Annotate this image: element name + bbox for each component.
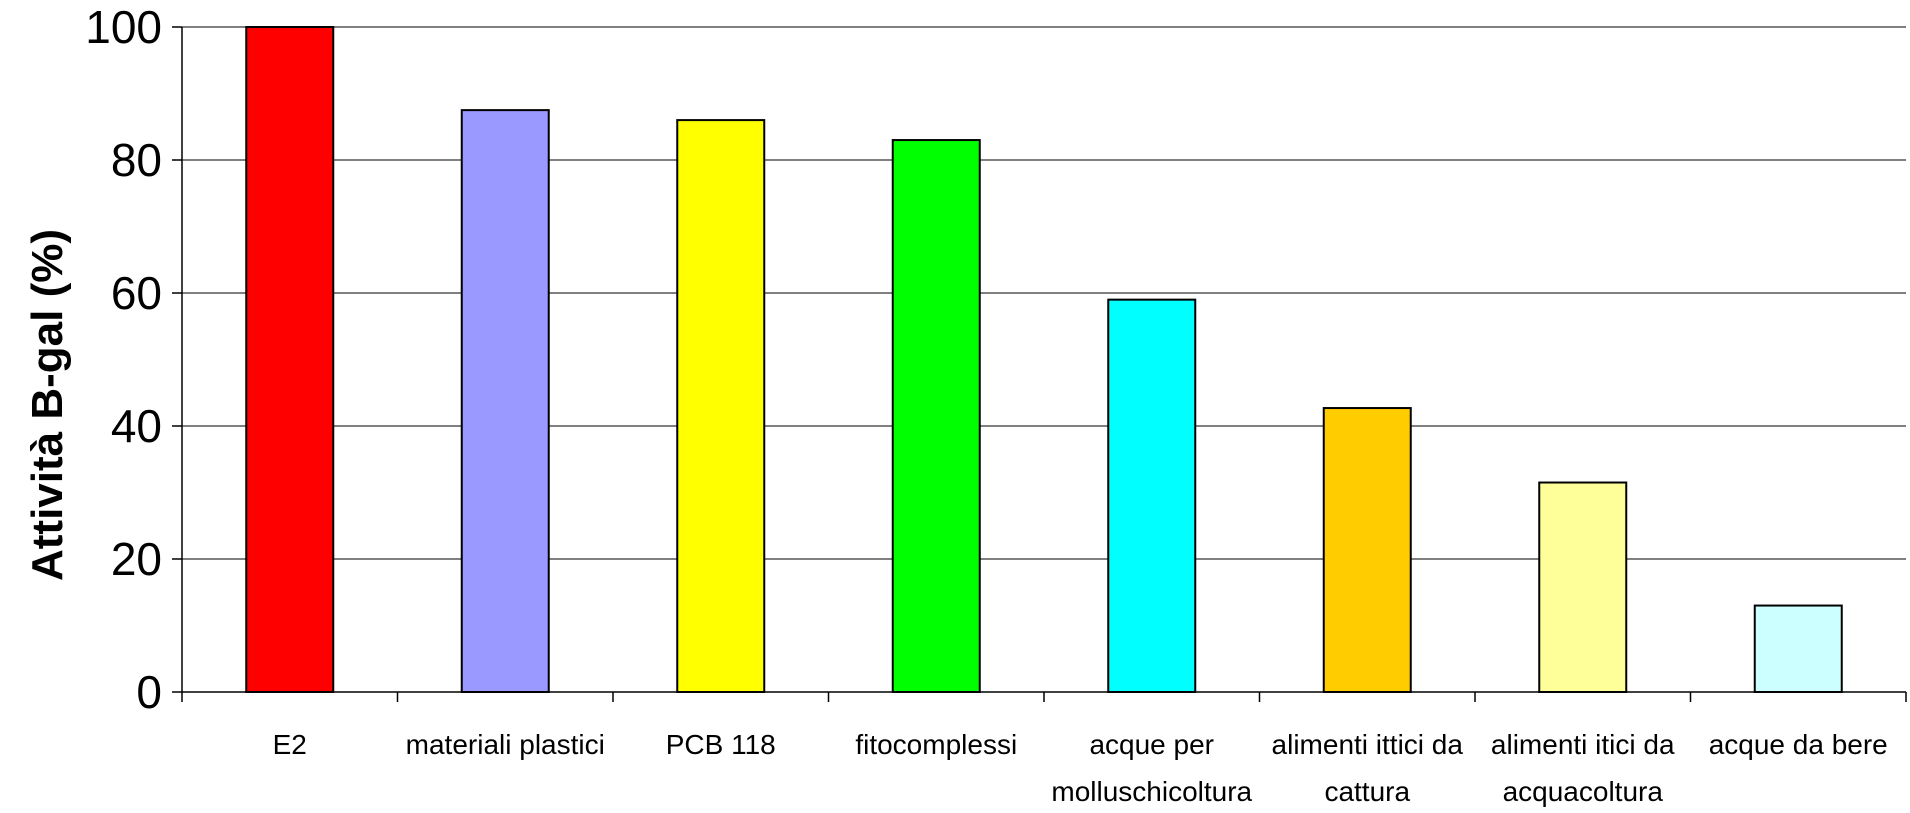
x-category-label-line: materiali plastici	[406, 729, 605, 760]
y-tick-label: 20	[111, 533, 162, 585]
y-axis-title: Attività B-gal (%)	[23, 229, 72, 581]
x-category-label-line: fitocomplessi	[855, 729, 1017, 760]
x-category-label-line: acquacoltura	[1503, 776, 1664, 807]
x-category-label-line: PCB 118	[666, 729, 776, 760]
x-category-label: E2	[273, 729, 307, 760]
y-tick-labels: 0 20 40 60 80 100	[85, 1, 162, 718]
bar	[676, 119, 766, 694]
bars	[245, 26, 1843, 694]
bar	[1538, 481, 1628, 693]
bar	[245, 26, 335, 693]
y-tick-label: 100	[85, 1, 162, 53]
x-category-label-line: alimenti itici da	[1491, 729, 1675, 760]
x-category-label: acque da bere	[1709, 729, 1888, 760]
x-category-label-line: alimenti ittici da	[1272, 729, 1464, 760]
bar	[1107, 298, 1197, 693]
x-category-label-line: acque da bere	[1709, 729, 1888, 760]
y-tick-label: 40	[111, 400, 162, 452]
x-category-label: fitocomplessi	[855, 729, 1017, 760]
x-category-label: alimenti ittici da cattura	[1272, 729, 1464, 807]
x-category-label: materiali plastici	[406, 729, 605, 760]
y-tick-label: 80	[111, 134, 162, 186]
x-category-label: alimenti itici da acquacoltura	[1491, 729, 1675, 807]
x-category-label-line: E2	[273, 729, 307, 760]
x-category-labels: E2 materiali plastici PCB 118 fitocomplessi…	[273, 729, 1888, 807]
bar	[460, 109, 550, 693]
y-tick-label: 0	[136, 666, 162, 718]
axes	[172, 26, 1907, 702]
bar	[1753, 604, 1843, 693]
x-category-label-line: molluschicoltura	[1051, 776, 1252, 807]
bar	[1322, 407, 1412, 693]
x-category-label-line: acque per	[1089, 729, 1214, 760]
x-category-label-line: cattura	[1324, 776, 1410, 807]
x-category-label: PCB 118	[666, 729, 776, 760]
bar	[891, 139, 981, 694]
y-tick-label: 60	[111, 267, 162, 319]
gridlines	[182, 26, 1906, 560]
x-category-label: acque per molluschicoltura	[1051, 729, 1252, 807]
